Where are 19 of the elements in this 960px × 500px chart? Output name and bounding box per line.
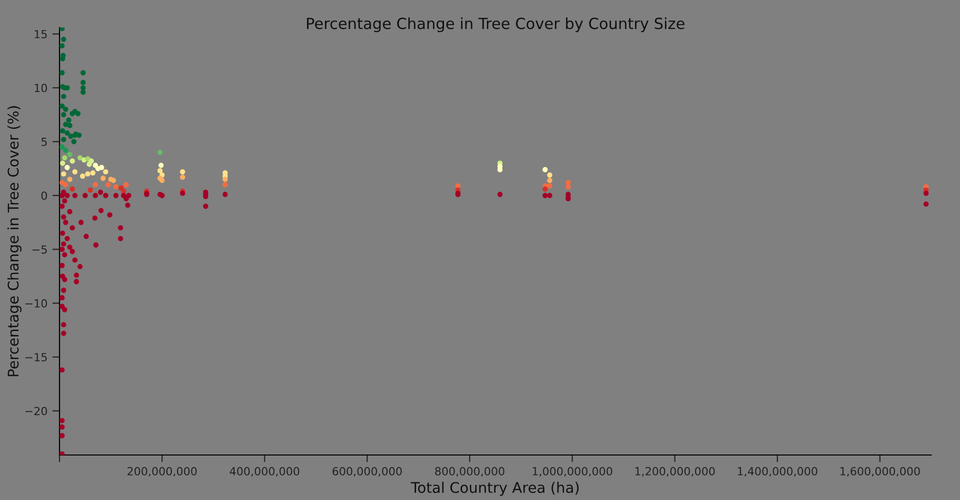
y-tick-label: 10: [34, 84, 47, 92]
y-tick-label: −10: [25, 299, 47, 308]
x-tick-label: 1,400,000,000: [738, 467, 818, 477]
chart-title: Percentage Change in Tree Cover by Country Size: [307, 17, 684, 32]
y-tick-label: −20: [25, 406, 47, 416]
y-tick-label: 0: [41, 191, 47, 200]
x-tick-label: 400,000,000: [230, 467, 300, 477]
x-tick-label: 800,000,000: [435, 467, 504, 477]
x-axis-title: Total Country Area (ha): [410, 482, 579, 496]
y-tick-label: −5: [32, 245, 47, 254]
x-tick-label: 200,000,000: [128, 467, 197, 477]
x-tick-label: 600,000,000: [332, 467, 402, 477]
x-tick-label: 1,000,000,000: [532, 467, 612, 477]
y-tick-label: 5: [42, 138, 47, 146]
x-tick-label: 1,600,000,000: [840, 467, 920, 477]
y-tick-label: −15: [25, 353, 47, 362]
x-tick-label: 1,200,000,000: [635, 467, 715, 477]
y-tick-label: 15: [34, 30, 47, 38]
y-axis-title: Percentage Change in Tree Cover (%): [7, 106, 22, 376]
